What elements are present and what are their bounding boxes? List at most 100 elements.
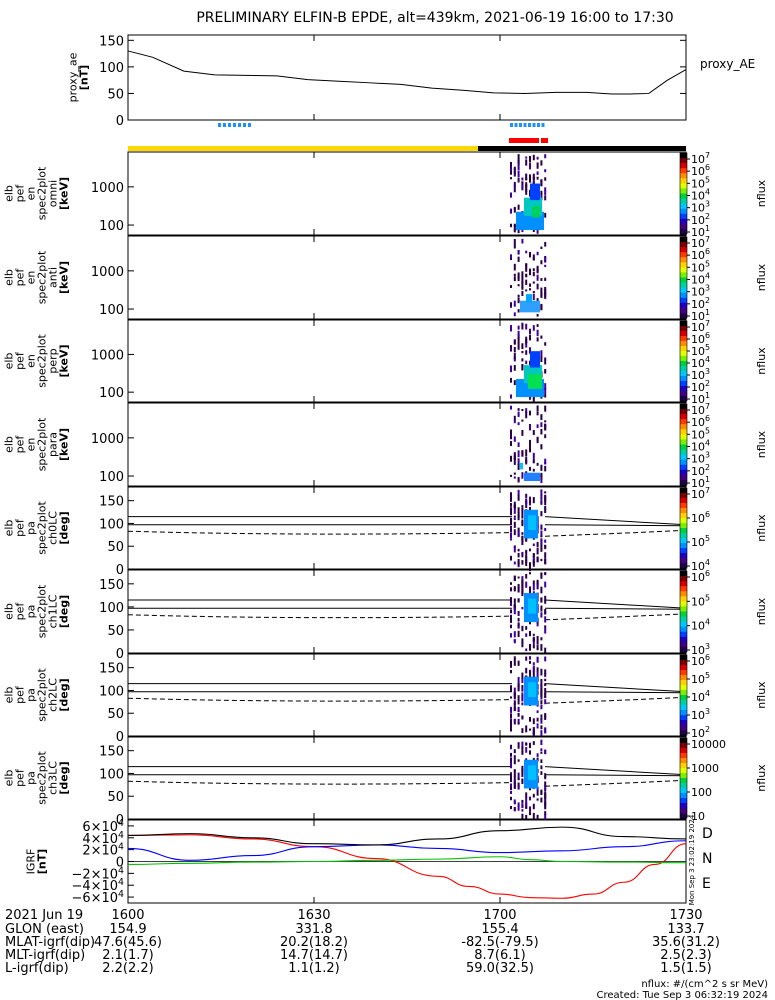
spectrogram-cell [525, 498, 528, 505]
spectrogram-cell [540, 414, 543, 418]
units-note: nflux: #/(cm^2 s sr MeV) [641, 979, 768, 990]
spectrogram-cell [544, 286, 547, 292]
flux-region [528, 765, 536, 781]
spectrogram-cell [510, 746, 512, 750]
spectrogram-cell [544, 190, 547, 195]
footer-value-mlt: 8.7(6.1) [474, 948, 526, 963]
spectrogram-cell [544, 750, 547, 755]
spectrogram-cell [517, 772, 520, 776]
spectrogram-cell [536, 411, 539, 416]
spectrogram-cell [540, 797, 543, 803]
spectrogram-cell [532, 633, 535, 636]
spectrogram-cell [521, 672, 524, 679]
spectrogram-cell [540, 428, 543, 435]
spectrogram-cell [517, 712, 520, 717]
colorbar-segment [680, 581, 687, 587]
legend-N: N [702, 851, 712, 867]
spectrogram-cell [536, 324, 539, 327]
y-tick-label: 100 [99, 601, 124, 616]
spectrogram-cell [513, 340, 516, 345]
spectrogram-cell [525, 556, 528, 563]
spectrogram-cell [529, 347, 531, 352]
spectrogram-cell [540, 558, 543, 562]
spectrogram-cell [510, 302, 512, 307]
y-tick-label: 150 [99, 495, 124, 510]
spectrogram-cell [513, 561, 516, 565]
y-axis-label-line: spec2plot [36, 250, 49, 304]
y-axis-label-line: [keV] [58, 261, 71, 294]
spectrogram-cell [513, 575, 516, 582]
spectrogram-cell [536, 547, 539, 555]
spectrogram-cell [544, 461, 547, 465]
spectrogram-cell [517, 617, 520, 622]
colorbar-tick-label: 103 [691, 707, 710, 722]
spectrogram-cell [529, 334, 531, 341]
spectrogram-cell [521, 532, 524, 535]
blue-mark [248, 123, 251, 127]
spectrogram-cell [536, 725, 539, 729]
colorbar-frame [679, 403, 688, 486]
spectrogram-cell [517, 721, 520, 725]
spectrogram-cell [540, 644, 543, 651]
colorbar-tick-label: 101 [691, 475, 710, 490]
y-tick-label: 2×104 [82, 842, 124, 859]
dashed-line [127, 780, 513, 785]
colorbar-segment [680, 252, 687, 258]
spectrogram-cell [521, 778, 524, 782]
colorbar-tick-label: 100 [691, 786, 712, 799]
spectrogram-cell [525, 805, 528, 809]
spectrogram-cell [513, 759, 516, 765]
spectrogram-cell [513, 276, 516, 282]
spectrogram-cell [544, 669, 547, 674]
spectrogram-cell [513, 598, 516, 604]
spectrogram-cell [510, 582, 512, 585]
spectrogram-cell [517, 530, 520, 537]
spectrogram-cell [544, 795, 547, 799]
spectrogram-cell [517, 297, 520, 303]
spectrogram-cell [529, 671, 531, 676]
colorbar-segment [680, 743, 687, 749]
colorbar-frame [679, 236, 688, 319]
spectrogram-cell [529, 572, 531, 575]
spectrogram-cell [540, 668, 543, 676]
spectrogram-cell [540, 464, 543, 471]
spectrogram-cell [536, 269, 539, 273]
spectrogram-cell [517, 516, 520, 521]
y-axis-label-line: spec2plot [36, 417, 49, 471]
spectrogram-cell [536, 162, 539, 169]
spectrogram-cell [510, 521, 512, 525]
spectrogram-cell [525, 648, 528, 652]
spectrogram-cell [536, 314, 539, 317]
spectrogram-cell [517, 250, 520, 255]
colorbar-segment [680, 538, 687, 544]
colorbar-segment [680, 778, 687, 784]
colorbar-segment [680, 670, 687, 676]
colorbar-segment [680, 361, 687, 367]
colorbar-segment [680, 434, 687, 440]
y-axis-label-line: elb [3, 269, 16, 286]
spectrogram-cell [521, 538, 524, 542]
spectrogram-cell [536, 671, 539, 678]
y-tick-label: 100 [99, 219, 124, 234]
colorbar-tick-label: 101 [691, 391, 710, 406]
spectrogram-cell [513, 380, 516, 386]
y-tick-label: 0 [116, 114, 124, 129]
spectrogram-cell [510, 685, 512, 692]
spectrogram-cell [540, 287, 543, 294]
spectrogram-cell [540, 739, 543, 746]
y-axis-label-line: pa [25, 605, 38, 619]
colorbar-tick-label: 105 [691, 593, 710, 608]
spectrogram-cell [513, 229, 516, 233]
y-axis-label-line: pef [14, 602, 27, 621]
colorbar-segment [680, 376, 687, 382]
spectrogram-cell [521, 350, 524, 354]
y-tick-label: 0 [116, 563, 124, 578]
y-tick-label: 100 [99, 767, 124, 782]
colorbar-segment [680, 773, 687, 779]
y-axis-label-line: omni [47, 180, 60, 207]
y-axis-label-line: elb [3, 770, 16, 787]
spectrogram-cell [544, 673, 547, 677]
